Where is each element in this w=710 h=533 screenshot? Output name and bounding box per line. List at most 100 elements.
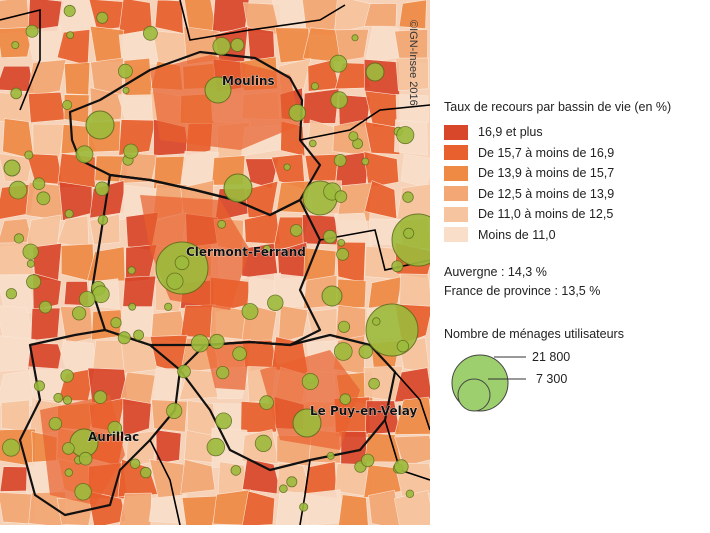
outer-border (179, 0, 346, 41)
size-legend-graphic: 21 800 7 300 (451, 350, 570, 412)
bubble (283, 163, 291, 171)
zone-highlight (260, 350, 360, 450)
bubble (267, 294, 284, 312)
bubble (358, 344, 373, 359)
bubble (259, 395, 274, 410)
bubble (365, 62, 385, 82)
legend-swatch (444, 145, 468, 161)
bubble (230, 465, 242, 476)
zone (338, 494, 369, 525)
bubble (310, 82, 319, 91)
legend-swatch (444, 206, 468, 222)
bubble (241, 303, 259, 320)
zone-highlight (150, 55, 300, 150)
outer-border (0, 8, 41, 111)
zone (64, 62, 91, 96)
zone (303, 489, 343, 525)
bubble (330, 91, 348, 109)
legend-class-row: 16,9 et plus (444, 122, 706, 143)
zone (58, 181, 93, 221)
bubble (348, 131, 359, 142)
bubble (128, 302, 137, 311)
legend-swatch (444, 165, 468, 181)
bubble (286, 476, 298, 488)
bubble (166, 402, 183, 419)
legend-class-label: De 13,9 à moins de 15,7 (478, 166, 615, 181)
zone (364, 26, 399, 65)
bubble (288, 104, 307, 122)
zone (181, 495, 219, 525)
bubble (118, 63, 133, 79)
outer-border (299, 104, 430, 141)
zone (27, 91, 66, 124)
bubble (361, 157, 370, 166)
zone (335, 28, 370, 62)
bubble (66, 31, 75, 39)
size-legend: 21 800 7 300 (444, 349, 706, 419)
legend-class-row: De 15,7 à moins de 16,9 (444, 143, 706, 164)
city-label-aurillac: Aurillac (88, 430, 139, 444)
bubble (78, 291, 96, 308)
bubble (97, 214, 109, 226)
zone (0, 369, 34, 407)
zone (179, 150, 219, 189)
bubble (216, 365, 230, 380)
zone (278, 305, 309, 344)
stat-auvergne: Auvergne : 14,3 % (444, 265, 547, 279)
zone (394, 396, 430, 435)
zone (364, 3, 397, 27)
bubble (326, 451, 335, 460)
zone (122, 398, 152, 438)
bubble (279, 484, 288, 494)
zone (393, 489, 430, 525)
bubble (164, 302, 173, 311)
bubble (74, 483, 92, 501)
bubble (63, 4, 76, 17)
bubble (204, 76, 232, 104)
bubble (177, 364, 191, 379)
zone (394, 367, 430, 403)
bubble (301, 372, 319, 390)
bubble (396, 126, 415, 145)
bubble (396, 340, 410, 353)
city-label-clermont-ferrand: Clermont-Ferrand (186, 245, 306, 259)
zone (180, 459, 216, 494)
bubble (75, 145, 94, 164)
bubble (5, 288, 17, 300)
bubble (26, 274, 42, 290)
bubble (2, 438, 21, 457)
bubble (8, 180, 28, 200)
choropleth-map: Moulins Clermont-Ferrand Aurillac Le Puy… (0, 0, 430, 525)
zone (368, 489, 401, 525)
bubble (391, 260, 404, 273)
bubble (333, 153, 347, 167)
bubble (262, 244, 271, 253)
bubble (127, 266, 136, 275)
bubble (110, 317, 122, 329)
bubble (174, 255, 190, 271)
bubble (25, 24, 39, 38)
legend-class-label: Moins de 11,0 (478, 227, 556, 242)
outer-border (149, 439, 181, 525)
bubble (190, 334, 210, 353)
bubble (133, 329, 145, 341)
map-canvas: Moulins Clermont-Ferrand Aurillac Le Puy… (0, 0, 430, 525)
bubble (223, 173, 253, 203)
bubble (93, 390, 108, 404)
zone (242, 458, 282, 495)
zone (399, 273, 430, 310)
bubble (292, 408, 322, 438)
department-border (178, 333, 397, 472)
zone (363, 151, 400, 188)
outer-border (394, 371, 430, 431)
bubble (323, 229, 337, 244)
bubble (13, 233, 24, 244)
legend-panel: Taux de recours par bassin de vie (en %)… (444, 100, 706, 419)
bubble (289, 224, 303, 237)
bubble (24, 150, 34, 160)
bubble (3, 159, 21, 177)
bubble (62, 100, 73, 111)
bubble (230, 38, 245, 52)
zone (242, 490, 276, 525)
bubble (337, 320, 351, 333)
